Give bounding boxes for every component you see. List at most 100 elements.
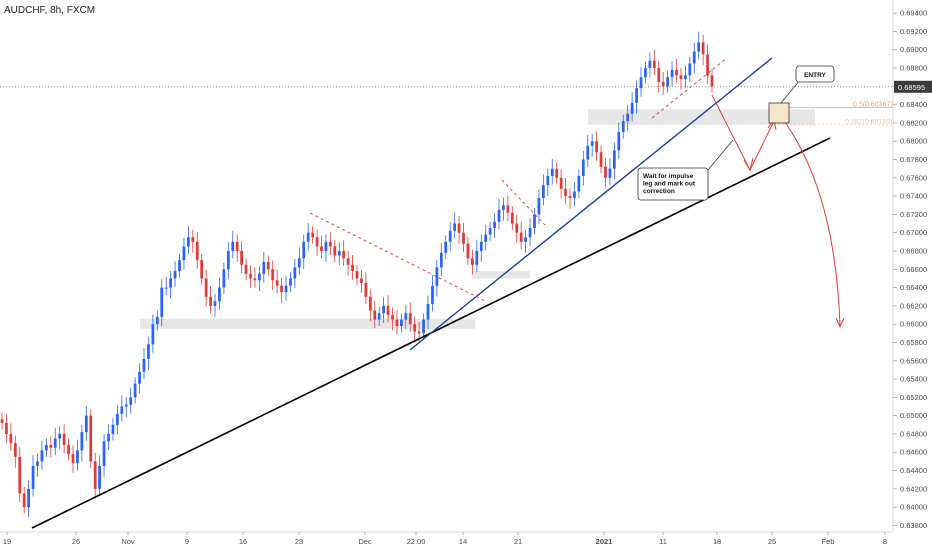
candle-body	[249, 273, 252, 279]
candle	[644, 61, 647, 84]
y-tick-label: 0.69000	[900, 45, 927, 54]
candle-body	[426, 304, 430, 320]
candle	[439, 243, 443, 277]
candle-body	[275, 280, 279, 286]
y-tick-label: 0.66800	[900, 246, 927, 255]
note-line-1: leg and mark out	[643, 181, 696, 188]
candle	[315, 228, 319, 257]
candle-body	[164, 287, 168, 289]
candle	[204, 269, 208, 307]
candle-body	[266, 261, 270, 270]
candle-body	[226, 250, 230, 270]
candle	[506, 195, 510, 222]
candle	[364, 272, 368, 305]
note-line-2: correction	[643, 188, 675, 195]
candle-body	[129, 397, 133, 405]
candle-body	[302, 241, 306, 259]
candle-body	[89, 415, 93, 462]
candle	[53, 427, 57, 456]
candle-body	[280, 285, 283, 293]
candle-body	[364, 283, 368, 297]
candle	[422, 313, 425, 340]
candle	[120, 395, 124, 422]
candle	[342, 240, 346, 266]
candle	[533, 207, 536, 235]
y-tick-label: 0.67000	[900, 228, 927, 237]
candle-body	[222, 269, 226, 288]
candle	[706, 44, 709, 84]
annotations: 0.5(0.68367) 0.382(0.68180) ENTRY Wait for …	[637, 65, 893, 329]
candle	[151, 314, 155, 353]
candle-body	[49, 444, 53, 448]
candle-body	[351, 264, 354, 272]
candle	[666, 70, 670, 93]
candle	[80, 424, 84, 462]
candle-body	[76, 450, 79, 464]
candle-body	[244, 264, 248, 274]
candle-body	[40, 450, 44, 462]
candle	[115, 405, 119, 435]
entry-label: ENTRY	[804, 72, 826, 79]
candle-body	[53, 438, 57, 448]
y-tick-label: 0.68200	[900, 118, 927, 127]
candles	[0, 31, 714, 517]
y-tick-label: 0.65600	[900, 356, 927, 365]
candle	[386, 295, 390, 323]
candle	[178, 253, 181, 278]
candle-body	[262, 261, 266, 274]
candle	[688, 57, 692, 82]
candle	[510, 206, 514, 230]
candle-body	[306, 232, 310, 242]
candle	[249, 265, 252, 289]
candle-body	[240, 250, 244, 265]
candle-body	[235, 241, 239, 251]
candle	[284, 276, 288, 301]
y-tick-label: 0.66400	[900, 283, 927, 292]
candle	[124, 397, 128, 418]
candle	[475, 240, 479, 273]
candle-body	[191, 237, 195, 242]
candle-body	[253, 278, 257, 281]
candle	[568, 188, 572, 209]
candle	[488, 221, 492, 241]
dashed-trendline-2	[651, 57, 728, 119]
candle	[271, 260, 275, 290]
candle-body	[439, 252, 443, 268]
candle-body	[564, 188, 567, 197]
candle-body	[5, 422, 8, 434]
candle-body	[373, 310, 377, 320]
candle-body	[648, 60, 652, 69]
candle-body	[644, 68, 647, 78]
note-line-0: Wait for impulse	[643, 173, 694, 180]
candle-body	[541, 185, 545, 198]
candle	[377, 306, 381, 327]
x-tick-label: 26	[72, 537, 80, 546]
candle-body	[559, 177, 563, 189]
y-tick-label: 0.69400	[900, 9, 927, 18]
candle	[466, 237, 470, 265]
candle-body	[661, 81, 665, 87]
candle-body	[657, 68, 661, 82]
candle-body	[679, 75, 683, 80]
candle	[147, 336, 150, 370]
candle	[648, 52, 652, 78]
candle-body	[626, 113, 630, 122]
candle	[311, 226, 315, 244]
candle-body	[71, 454, 75, 464]
candle-body	[515, 223, 519, 233]
dashed-trendline-1	[501, 179, 546, 226]
candle	[22, 487, 26, 514]
candle-body	[320, 246, 323, 251]
candle-body	[333, 246, 337, 256]
candle	[289, 272, 292, 293]
candle	[355, 264, 359, 285]
candle-body	[200, 260, 204, 279]
candle	[182, 237, 186, 270]
projection-curve-arrowhead	[835, 317, 845, 329]
candle-body	[399, 319, 403, 327]
candle	[546, 168, 550, 196]
x-tick-label: 8	[883, 537, 887, 546]
candle	[453, 212, 457, 239]
candle-body	[630, 102, 634, 114]
